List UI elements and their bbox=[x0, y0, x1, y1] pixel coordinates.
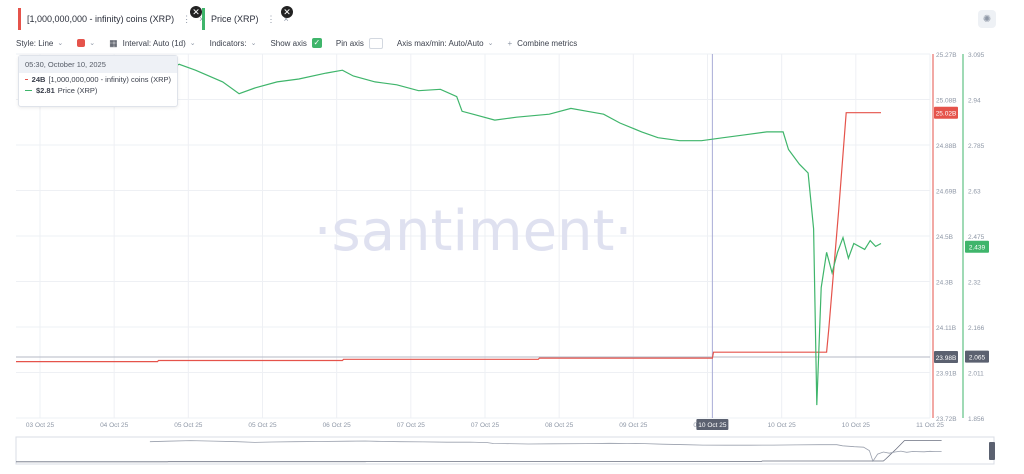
indicators-label: Indicators: bbox=[209, 38, 247, 48]
x-axis-tick: 07 Oct 25 bbox=[471, 422, 500, 429]
legend-dash bbox=[25, 78, 28, 81]
x-axis-tick: 11 Oct 25 bbox=[916, 422, 944, 429]
tooltip-label: [1,000,000,000 - infinity) coins (XRP) bbox=[48, 75, 171, 84]
tooltip-row-holdings: 24B [1,000,000,000 - infinity) coins (XR… bbox=[19, 73, 177, 84]
price-axis-tick: 2.94 bbox=[968, 98, 981, 105]
holdings-hover-badge-bg bbox=[934, 350, 958, 363]
x-axis-tick: 07 Oct 25 bbox=[397, 422, 426, 429]
holdings-hover-badge: 23.98B bbox=[936, 355, 957, 362]
chevron-down-icon: ⌄ bbox=[189, 40, 196, 47]
price-hover-badge: 2.065 bbox=[969, 355, 986, 362]
axis-minmax-dropdown[interactable]: Axis max/min: Auto/Auto ⌄ bbox=[397, 39, 494, 48]
checkbox-checked-icon[interactable]: ✓ bbox=[311, 38, 322, 48]
holdings-axis-tick: 24.5B bbox=[936, 234, 953, 241]
indicators-dropdown[interactable]: Indicators: ⌄ bbox=[210, 39, 257, 48]
price-axis-tick: 2.32 bbox=[968, 280, 981, 287]
price-series-line bbox=[140, 63, 882, 406]
x-axis-tick: 04 Oct 25 bbox=[100, 422, 129, 429]
tooltip-row-price: $2.81 Price (XRP) bbox=[19, 84, 177, 95]
tooltip-value: 24B bbox=[31, 75, 46, 84]
price-axis-tick: 2.166 bbox=[968, 325, 985, 332]
holdings-axis-tick: 24.3B bbox=[936, 280, 953, 287]
more-icon[interactable]: ⋮ bbox=[266, 13, 276, 24]
holdings-current-badge: 25.02B bbox=[936, 111, 957, 118]
x-axis-tick: 09 Oct 25 bbox=[619, 422, 648, 429]
holdings-axis-tick: 24.69B bbox=[936, 189, 957, 196]
chevron-down-icon: ⌄ bbox=[487, 40, 494, 47]
tooltip-label: Price (XRP) bbox=[57, 86, 98, 95]
x-axis-tick: 03 Oct 25 bbox=[26, 422, 55, 429]
color-swatch bbox=[77, 39, 86, 47]
cursor-date-badge: 10 Oct 25 bbox=[698, 422, 727, 429]
settings-icon[interactable]: ✺ bbox=[978, 10, 996, 28]
pin-axis-toggle[interactable]: Pin axis bbox=[335, 37, 383, 49]
legend-dash bbox=[25, 89, 32, 92]
holdings-axis-tick: 23.72B bbox=[936, 416, 957, 423]
x-axis-tick: 10 Oct 25 bbox=[842, 422, 871, 429]
close-icon[interactable]: × bbox=[199, 14, 204, 24]
price-current-badge-bg bbox=[965, 240, 989, 253]
holdings-axis-tick: 23.91B bbox=[936, 371, 957, 378]
price-hover-badge-bg bbox=[965, 350, 989, 363]
interval-dropdown[interactable]: ▦ Interval: Auto (1d) ⌄ bbox=[109, 38, 196, 49]
navigator-price-line bbox=[149, 440, 942, 463]
hover-tooltip: 05:30, October 10, 2025 24B [1,000,000,0… bbox=[18, 55, 178, 107]
style-label: Style: Line bbox=[16, 38, 54, 48]
x-axis-tick: 08 Oct 25 bbox=[545, 422, 574, 429]
chevron-down-icon: ⌄ bbox=[57, 40, 64, 47]
cursor-date-badge-bg bbox=[696, 419, 729, 430]
price-axis-tick: 2.475 bbox=[968, 234, 985, 241]
holdings-axis-tick: 24.11B bbox=[936, 325, 956, 332]
metric-tab-price[interactable]: Price (XRP) ⋮ × bbox=[202, 8, 295, 30]
navigator-holdings-line bbox=[16, 440, 942, 463]
metric-tab-holdings[interactable]: [1,000,000,000 - infinity) coins (XRP) ⋮… bbox=[18, 8, 211, 30]
show-axis-label: Show axis bbox=[270, 38, 307, 48]
pin-axis-label: Pin axis bbox=[335, 38, 364, 48]
show-axis-toggle[interactable]: Show axis ✓ bbox=[270, 38, 322, 48]
x-axis-tick: 05 Oct 25 bbox=[174, 422, 203, 429]
tooltip-value: $2.81 bbox=[36, 86, 55, 95]
tooltip-date: 05:30, October 10, 2025 bbox=[19, 56, 177, 73]
style-dropdown[interactable]: Style: Line ⌄ bbox=[16, 39, 63, 48]
chevron-down-icon: ⌄ bbox=[250, 40, 257, 47]
metric-tab-label: [1,000,000,000 - infinity) coins (XRP) bbox=[27, 14, 175, 24]
price-axis-tick: 1.856 bbox=[968, 416, 985, 423]
plus-icon: + bbox=[507, 38, 513, 48]
chevron-down-icon: ⌄ bbox=[89, 40, 96, 47]
more-icon[interactable]: ⋮ bbox=[182, 13, 192, 24]
combine-metrics-label: Combine metrics bbox=[517, 38, 578, 48]
navigator-handle[interactable] bbox=[989, 442, 995, 460]
chart-toolbar: Style: Line ⌄ ⌄ ▦ Interval: Auto (1d) ⌄ … bbox=[16, 36, 1024, 50]
price-current-badge: 2.439 bbox=[969, 245, 986, 252]
combine-metrics-button[interactable]: + Combine metrics bbox=[508, 39, 578, 48]
x-axis-tick: 10 Oct 25 bbox=[768, 422, 797, 429]
x-axis-tick: 05 Oct 25 bbox=[248, 422, 277, 429]
calendar-icon: ▦ bbox=[109, 37, 118, 48]
holdings-series-line bbox=[16, 112, 881, 363]
holdings-axis-tick: 25.08B bbox=[936, 98, 957, 105]
remove-metric-price-icon[interactable]: ✕ bbox=[281, 6, 293, 18]
holdings-axis-tick: 24.88B bbox=[936, 143, 957, 150]
watermark: ·santiment· bbox=[314, 199, 633, 264]
navigator-frame bbox=[15, 436, 995, 465]
color-dropdown[interactable]: ⌄ bbox=[77, 39, 95, 47]
axis-minmax-label: Axis max/min: Auto/Auto bbox=[396, 38, 484, 48]
x-axis-tick: 06 Oct 25 bbox=[323, 422, 352, 429]
close-icon[interactable]: × bbox=[283, 14, 289, 24]
holdings-current-badge-bg bbox=[934, 106, 958, 119]
checkbox-unchecked-icon[interactable] bbox=[368, 37, 383, 49]
price-axis-tick: 2.63 bbox=[968, 189, 981, 196]
metric-tab-label: Price (XRP) bbox=[211, 14, 259, 24]
remove-metric-holdings-icon[interactable]: ✕ bbox=[190, 6, 202, 18]
holdings-axis-tick: 25.27B bbox=[936, 52, 957, 59]
interval-label: Interval: Auto (1d) bbox=[122, 38, 186, 48]
price-axis-tick: 2.011 bbox=[968, 371, 984, 378]
price-axis-tick: 3.095 bbox=[968, 52, 985, 59]
price-axis-tick: 2.785 bbox=[968, 143, 985, 150]
